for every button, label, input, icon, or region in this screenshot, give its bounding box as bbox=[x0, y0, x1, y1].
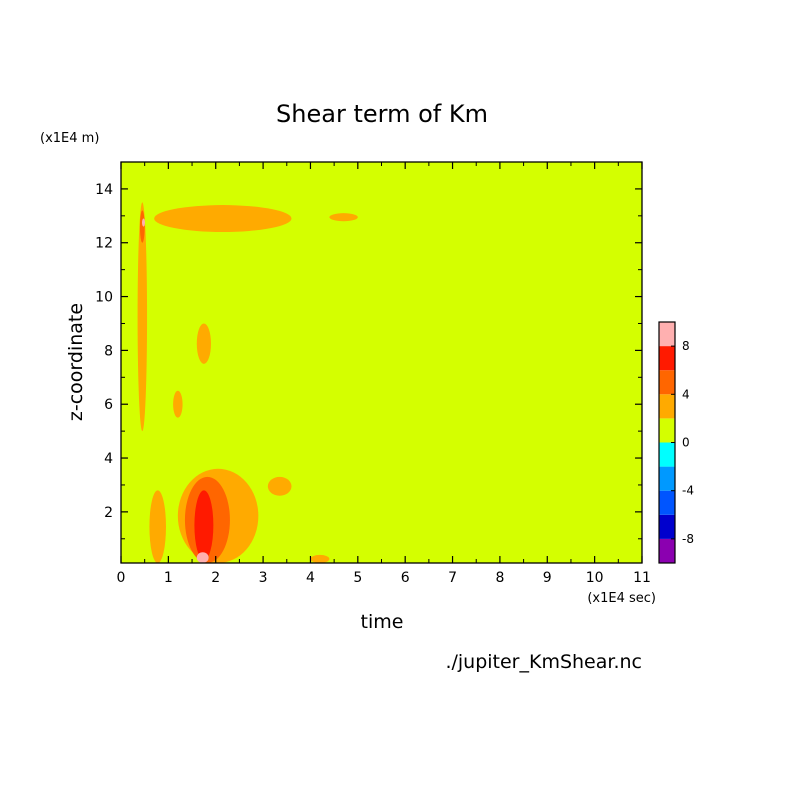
colorbar-swatch bbox=[659, 394, 675, 419]
colorbar-swatch bbox=[659, 346, 675, 371]
source-file-label: ./jupiter_KmShear.nc bbox=[445, 651, 642, 673]
y-tick-label: 12 bbox=[95, 236, 113, 252]
colorbar-label: -4 bbox=[682, 484, 694, 498]
contour-region bbox=[194, 490, 214, 561]
y-tick-label: 6 bbox=[104, 397, 113, 413]
colorbar-swatch bbox=[659, 490, 675, 515]
x-tick-label: 1 bbox=[164, 570, 173, 586]
colorbar-swatch bbox=[659, 514, 675, 539]
y-axis-label: z-coordinate bbox=[65, 303, 87, 421]
x-tick-label: 9 bbox=[543, 570, 552, 586]
x-tick-label: 6 bbox=[401, 570, 410, 586]
colorbar-swatch bbox=[659, 418, 675, 443]
x-unit-label: (x1E4 sec) bbox=[587, 591, 656, 606]
contour-region bbox=[196, 323, 211, 364]
y-tick-label: 2 bbox=[104, 505, 113, 521]
contour-region bbox=[137, 202, 148, 432]
x-axis-label: time bbox=[361, 611, 404, 633]
contour-region bbox=[173, 390, 183, 418]
x-tick-label: 11 bbox=[633, 570, 651, 586]
colorbar-label: -8 bbox=[682, 532, 694, 546]
y-tick-label: 8 bbox=[104, 343, 113, 359]
x-tick-label: 2 bbox=[211, 570, 220, 586]
contour-region bbox=[139, 210, 145, 243]
x-tick-label: 0 bbox=[117, 570, 126, 586]
contour-region bbox=[149, 490, 166, 563]
colorbar-swatch bbox=[659, 466, 675, 491]
contour-region bbox=[310, 554, 330, 563]
colorbar-swatch bbox=[659, 538, 675, 563]
x-tick-label: 10 bbox=[586, 570, 604, 586]
contour-region bbox=[329, 213, 358, 222]
colorbar-swatch bbox=[659, 370, 675, 395]
colorbar-swatch bbox=[659, 322, 675, 347]
colorbar-label: 0 bbox=[682, 436, 690, 450]
y-tick-label: 14 bbox=[95, 182, 113, 198]
x-tick-label: 7 bbox=[448, 570, 457, 586]
colorbar-swatch bbox=[659, 442, 675, 467]
contour-region bbox=[267, 476, 292, 496]
x-tick-label: 3 bbox=[259, 570, 268, 586]
chart-title: Shear term of Km bbox=[276, 100, 488, 128]
y-tick-label: 4 bbox=[104, 451, 113, 467]
contour-region bbox=[196, 552, 209, 563]
y-unit-label: (x1E4 m) bbox=[40, 131, 99, 146]
x-tick-label: 5 bbox=[353, 570, 362, 586]
colorbar-label: 8 bbox=[682, 339, 690, 353]
y-tick-label: 10 bbox=[95, 290, 113, 306]
contour-region bbox=[154, 205, 292, 232]
x-tick-label: 4 bbox=[306, 570, 315, 586]
colorbar-label: 4 bbox=[682, 387, 690, 401]
x-tick-label: 8 bbox=[495, 570, 504, 586]
contour-region bbox=[141, 218, 145, 227]
